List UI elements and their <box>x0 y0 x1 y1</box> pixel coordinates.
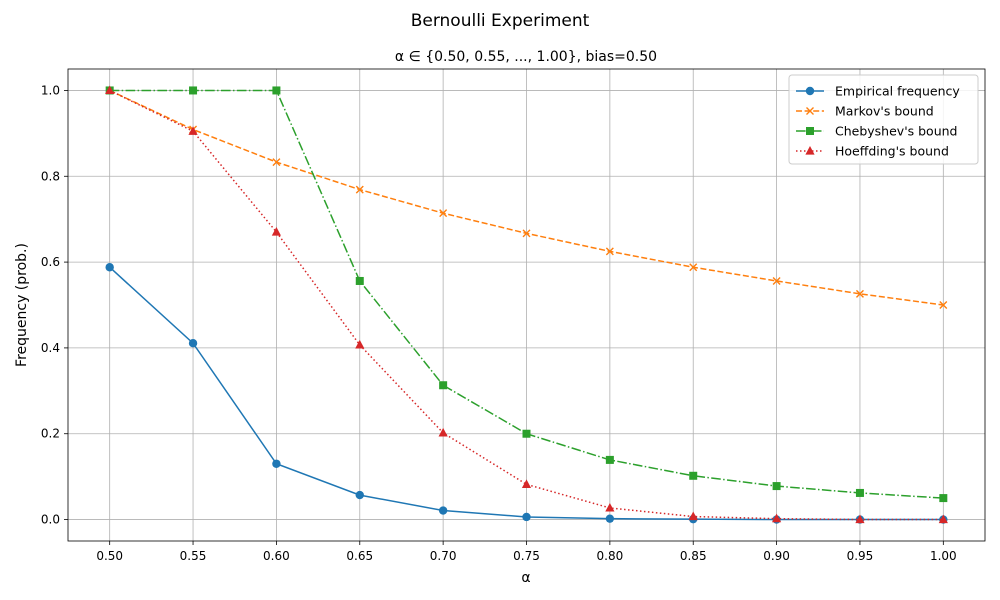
x-tick-label: 0.60 <box>263 549 290 563</box>
data-point <box>272 459 281 468</box>
x-tick-label: 0.80 <box>597 549 624 563</box>
data-point <box>355 339 365 349</box>
data-point <box>771 513 782 523</box>
data-point <box>189 86 198 95</box>
legend-item: Hoeffding's bound <box>796 144 949 159</box>
data-point <box>605 514 615 523</box>
x-tick-label: 0.55 <box>180 549 207 563</box>
legend-box <box>788 74 979 165</box>
data-point <box>272 86 281 95</box>
data-point <box>772 482 781 491</box>
legend-item: Empirical frequency <box>796 84 960 99</box>
data-point <box>855 514 865 524</box>
data-point <box>522 512 531 522</box>
legend-label: Chebyshev's bound <box>835 124 957 139</box>
data-point <box>938 514 948 524</box>
legend-marker <box>805 146 815 155</box>
data-point <box>355 276 364 285</box>
data-point <box>355 185 364 194</box>
legend-label: Empirical frequency <box>835 84 960 99</box>
y-tick-label: 0.4 <box>41 341 60 355</box>
x-axis-ticks: 0.50 0.55 0.60 0.65 0.70 0.75 0.80 0.85 0.90 0.95… <box>96 541 957 563</box>
data-point <box>521 479 532 488</box>
data-point <box>605 455 614 464</box>
y-tick-label: 0.6 <box>41 255 60 269</box>
x-tick-label: 0.90 <box>763 549 790 563</box>
x-tick-label: 0.95 <box>847 549 874 563</box>
data-point <box>939 494 948 503</box>
x-tick-label: 1.00 <box>930 549 957 563</box>
data-point <box>689 263 698 272</box>
legend-marker <box>806 107 814 115</box>
x-tick-label: 0.75 <box>513 549 540 563</box>
x-axis-label: α <box>521 570 530 586</box>
data-point <box>689 471 698 480</box>
data-point <box>439 209 448 218</box>
data-point <box>105 263 114 272</box>
data-point <box>439 381 448 390</box>
data-point <box>188 126 198 135</box>
x-tick-label: 0.65 <box>346 549 373 563</box>
y-axis-ticks: 0.0 0.2 0.4 0.6 0.8 1.0 <box>41 83 68 527</box>
y-tick-label: 0.0 <box>41 513 60 527</box>
legend-marker <box>805 86 815 96</box>
legend-marker <box>806 127 814 135</box>
legend-label: Markov's bound <box>835 104 934 119</box>
data-point <box>522 229 531 238</box>
y-tick-label: 0.2 <box>41 427 60 441</box>
legend-label: Hoeffding's bound <box>835 144 949 159</box>
y-tick-label: 1.0 <box>41 83 60 97</box>
data-point <box>188 338 198 348</box>
legend-item: Chebyshev's bound <box>796 124 957 139</box>
data-point <box>105 85 115 95</box>
chart-suptitle: Bernoulli Experiment <box>411 11 590 31</box>
legend-item: Markov's bound <box>796 104 934 119</box>
series-layer <box>105 85 948 524</box>
series-3 <box>105 85 948 524</box>
data-point <box>772 276 781 285</box>
data-point <box>939 301 948 309</box>
data-point <box>605 502 615 512</box>
y-axis-label: Frequency (prob.) <box>14 243 30 367</box>
x-tick-label: 0.50 <box>96 549 123 563</box>
data-point <box>855 289 864 298</box>
x-tick-label: 0.85 <box>680 549 707 563</box>
data-point <box>438 506 448 515</box>
data-point <box>855 488 864 497</box>
data-point <box>271 227 282 236</box>
y-tick-label: 0.8 <box>41 169 60 183</box>
data-point <box>272 158 281 167</box>
chart-title: α ∈ {0.50, 0.55, ..., 1.00}, bias=0.50 <box>395 49 657 65</box>
series-line <box>109 89 944 521</box>
data-point <box>688 511 698 521</box>
series-1 <box>105 86 948 309</box>
data-point <box>522 429 531 438</box>
x-tick-label: 0.70 <box>430 549 457 563</box>
legend: Empirical frequency Markov's bound Chebysh… <box>788 74 979 165</box>
data-point <box>605 247 614 256</box>
data-point <box>355 490 364 500</box>
data-point <box>438 427 448 437</box>
